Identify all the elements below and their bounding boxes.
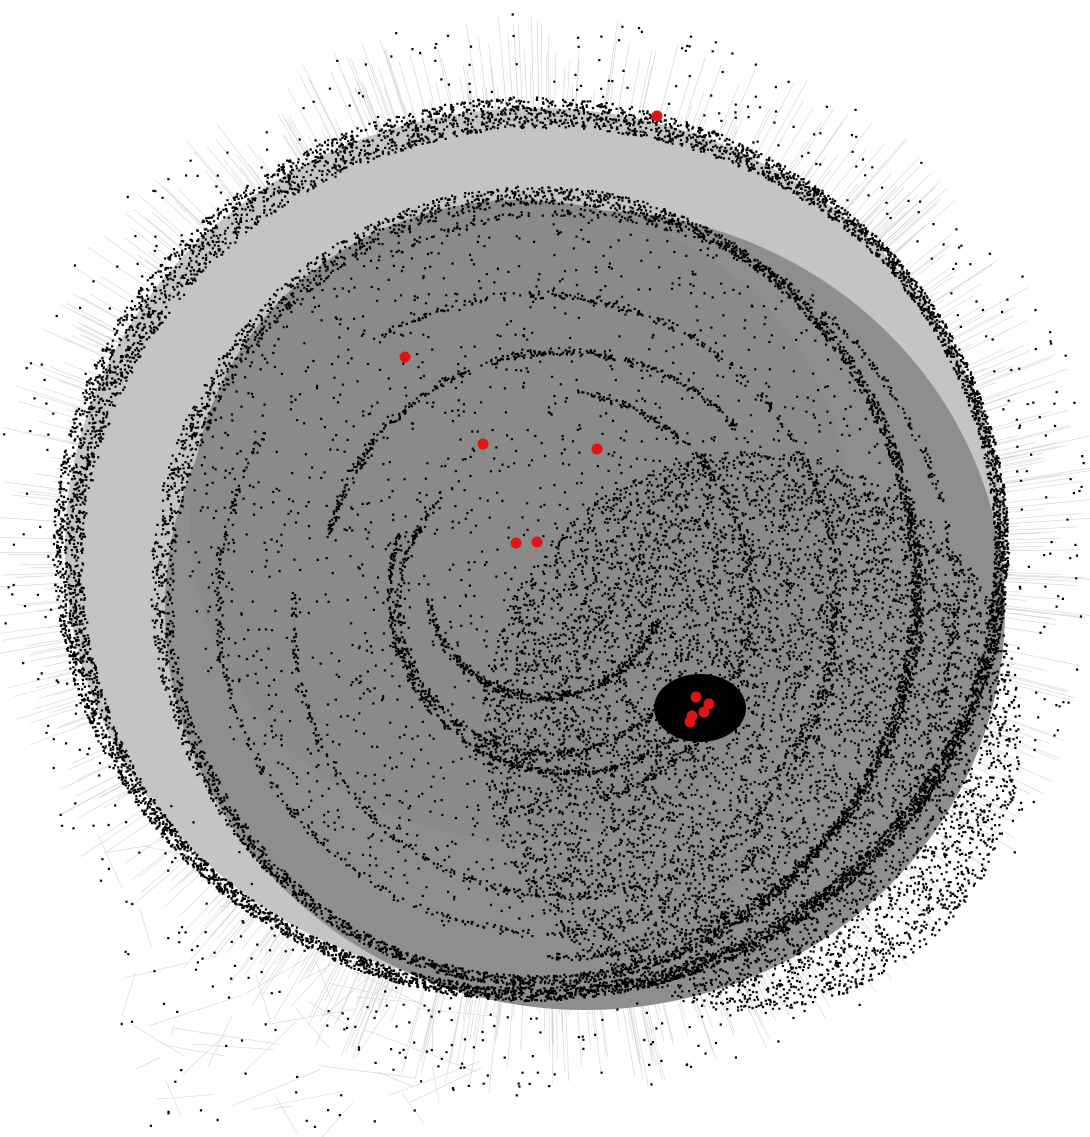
node-cluster (654, 674, 746, 742)
highlighted-node (592, 444, 603, 455)
highlighted-node (400, 352, 411, 363)
highlighted-node (478, 439, 489, 450)
highlighted-node (699, 707, 710, 718)
highlighted-node (652, 111, 663, 122)
highlighted-node (691, 692, 702, 703)
network-graph (0, 0, 1090, 1137)
highlighted-node (685, 717, 696, 728)
highlighted-node (532, 537, 543, 548)
page: (() => { const data = JSON.parse(documen… (0, 0, 1090, 1137)
highlighted-node (511, 538, 522, 549)
